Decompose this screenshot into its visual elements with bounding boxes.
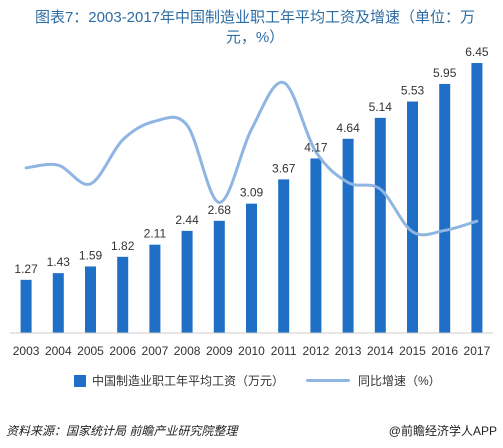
x-tick-2012: 2012: [303, 344, 330, 358]
x-tick-2015: 2015: [399, 344, 426, 358]
bar-2006: [117, 256, 129, 333]
x-tick-2005: 2005: [77, 344, 104, 358]
x-tick-2007: 2007: [142, 344, 169, 358]
bar-2009: [213, 220, 225, 333]
x-tick-2008: 2008: [174, 344, 201, 358]
x-tick-2004: 2004: [45, 344, 72, 358]
source-note: 资料来源：国家统计局 前瞻产业研究院整理: [6, 424, 238, 438]
value-label-2006: 1.82: [111, 239, 135, 253]
x-tick-2010: 2010: [238, 344, 265, 358]
value-label-2017: 6.45: [465, 45, 489, 59]
bar-2003: [20, 279, 32, 333]
bar-2007: [149, 244, 161, 333]
legend-label-growth: 同比增速（%）: [358, 374, 441, 388]
value-label-2005: 1.59: [79, 248, 103, 262]
value-label-2014: 5.14: [369, 100, 393, 114]
x-tick-2006: 2006: [109, 344, 136, 358]
x-tick-2009: 2009: [206, 344, 233, 358]
legend-item-growth: 同比增速（%）: [306, 372, 441, 389]
value-label-2016: 5.95: [433, 66, 457, 80]
value-label-2003: 1.27: [14, 262, 38, 276]
bar-2004: [52, 273, 64, 333]
bar-2010: [246, 203, 257, 333]
x-tick-2016: 2016: [431, 344, 458, 358]
x-tick-2011: 2011: [271, 344, 297, 358]
bar-2005: [85, 266, 96, 333]
brand-credit: @前瞻经济学人APP: [388, 424, 497, 438]
value-label-2007: 2.11: [144, 227, 167, 241]
legend-bar-swatch: [74, 374, 86, 387]
legend-label-salary: 中国制造业职工年平均工资（万元）: [92, 374, 285, 388]
bar-2013: [342, 138, 354, 333]
chart-title: 图表7：2003-2017年中国制造业职工年平均工资及增速（单位：万元，%）: [34, 9, 476, 46]
legend: 中国制造业职工年平均工资（万元） 同比增速（%）: [0, 372, 503, 392]
bar-2012: [310, 158, 322, 333]
x-tick-2017: 2017: [464, 344, 491, 358]
bar-2015: [407, 101, 418, 333]
legend-item-salary: 中国制造业职工年平均工资（万元）: [74, 372, 284, 389]
x-tick-2014: 2014: [367, 344, 394, 358]
bar-2008: [181, 230, 193, 333]
value-label-2010: 3.09: [240, 186, 264, 200]
footer: 资料来源：国家统计局 前瞻产业研究院整理 @前瞻经济学人APP: [0, 420, 503, 442]
bar-2017: [471, 63, 483, 334]
growth-rate-line: [24, 81, 479, 237]
value-label-2015: 5.53: [401, 84, 425, 98]
bar-2011: [278, 179, 290, 333]
x-tick-2013: 2013: [335, 344, 362, 358]
value-label-2012: 4.17: [304, 140, 328, 154]
value-label-2009: 2.68: [208, 203, 232, 217]
value-label-2013: 4.64: [336, 121, 360, 135]
x-tick-2003: 2003: [13, 344, 40, 358]
bar-2014: [374, 117, 386, 334]
legend-line-swatch: [306, 379, 350, 382]
value-label-2004: 1.43: [47, 255, 71, 269]
value-label-2011: 3.67: [272, 161, 296, 175]
value-label-2008: 2.44: [175, 213, 199, 227]
bar-2016: [439, 83, 451, 333]
